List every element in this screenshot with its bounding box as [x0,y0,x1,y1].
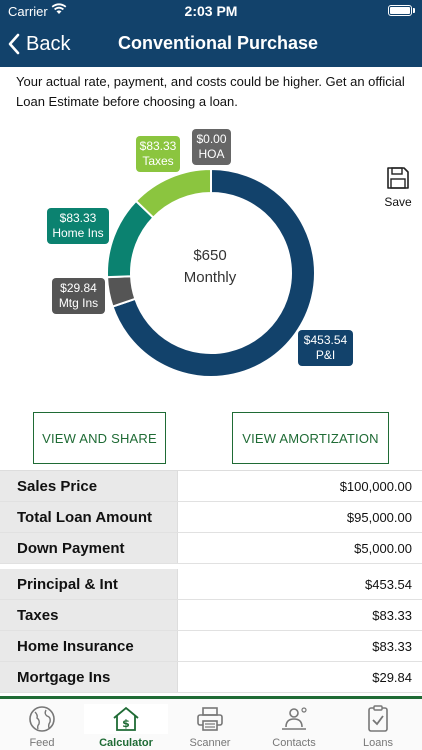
row-label: Total Loan Amount [0,502,177,532]
row-value: $5,000.00 [177,533,422,563]
donut-svg [106,167,316,378]
tab-bar: Feed $ Calculator Scanner Contacts Loans [0,696,422,750]
callout-home-ins: $83.33 Home Ins [47,208,109,244]
row-value: $83.33 [177,631,422,661]
tab-label: Scanner [189,737,231,749]
table-row: Down Payment $5,000.00 [0,533,422,564]
payment-breakdown-table: Principal & Int $453.54 Taxes $83.33 Hom… [0,569,422,693]
table-row: Taxes $83.33 [0,600,422,631]
row-label: Principal & Int [0,569,177,599]
row-value: $453.54 [177,569,422,599]
tab-feed[interactable]: Feed [0,704,84,749]
callout-pi-value: $453.54 [303,333,348,347]
back-label: Back [26,32,71,55]
row-label: Mortgage Ins [0,662,177,692]
tab-calculator[interactable]: $ Calculator [84,704,168,749]
callout-taxes-name: Taxes [142,154,174,168]
globe-icon [29,706,55,732]
donut-slice-p-i [111,167,316,378]
table-row: Mortgage Ins $29.84 [0,662,422,693]
svg-text:$: $ [122,717,130,730]
status-bar: Carrier 2:03 PM [0,0,422,22]
callout-hoa: $0.00 HOA [192,129,231,165]
chart-center-amount: $650 [193,247,227,264]
callout-hoa-value: $0.00 [196,132,227,146]
save-button[interactable]: Save [381,166,415,209]
back-button[interactable]: Back [8,30,70,58]
view-amortization-button[interactable]: VIEW AMORTIZATION [232,412,389,464]
row-value: $95,000.00 [177,502,422,532]
table-row: Principal & Int $453.54 [0,569,422,600]
row-value: $29.84 [177,662,422,692]
payment-donut-chart: $650 Monthly $83.33 Taxes $0.00 HOA $83.… [0,120,422,395]
row-label: Home Insurance [0,631,177,661]
row-label: Sales Price [0,471,177,501]
tab-loans[interactable]: Loans [336,704,420,749]
callout-pi-name: P&I [315,348,336,362]
callout-hoa-name: HOA [198,147,225,161]
callout-mtg-ins-name: Mtg Ins [58,296,99,310]
printer-icon [197,707,223,731]
chart-center-label: Monthly [183,269,237,286]
tab-label: Calculator [99,737,153,749]
row-label: Down Payment [0,533,177,563]
contacts-icon [282,707,307,730]
donut-slice-taxes [134,167,212,219]
view-and-share-button[interactable]: VIEW AND SHARE [33,412,166,464]
battery-icon [388,5,412,16]
callout-pi: $453.54 P&I [298,330,353,366]
callout-mtg-ins-value: $29.84 [60,281,97,295]
calculator-house-icon: $ [113,706,139,731]
table-row: Total Loan Amount $95,000.00 [0,502,422,533]
donut-slice-home-ins [106,199,155,279]
tab-contacts[interactable]: Contacts [252,704,336,749]
table-row: Home Insurance $83.33 [0,631,422,662]
floppy-disk-icon [387,167,409,189]
callout-home-ins-value: $83.33 [59,211,97,225]
tab-scanner[interactable]: Scanner [168,704,252,749]
tab-label: Feed [29,737,55,749]
nav-header: Carrier 2:03 PM Back Conventional Purcha… [0,0,422,67]
callout-taxes: $83.33 Taxes [136,136,180,172]
carrier-label: Carrier [8,4,48,19]
callout-taxes-value: $83.33 [139,139,177,153]
tab-label: Loans [363,737,393,749]
callout-home-ins-name: Home Ins [52,226,104,240]
save-label: Save [384,195,412,209]
table-row: Sales Price $100,000.00 [0,471,422,502]
clipboard-check-icon [368,705,388,732]
loan-summary-table: Sales Price $100,000.00 Total Loan Amoun… [0,470,422,564]
row-label: Taxes [0,600,177,630]
row-value: $83.33 [177,600,422,630]
tab-label: Contacts [272,737,316,749]
row-value: $100,000.00 [177,471,422,501]
disclaimer-text: Your actual rate, payment, and costs cou… [16,74,405,109]
status-time: 2:03 PM [184,3,238,19]
page-title: Conventional Purchase [118,33,319,53]
battery-tip [413,8,415,13]
callout-mtg-ins: $29.84 Mtg Ins [52,278,105,314]
wifi-icon [51,3,67,18]
chevron-left-icon [8,33,20,55]
